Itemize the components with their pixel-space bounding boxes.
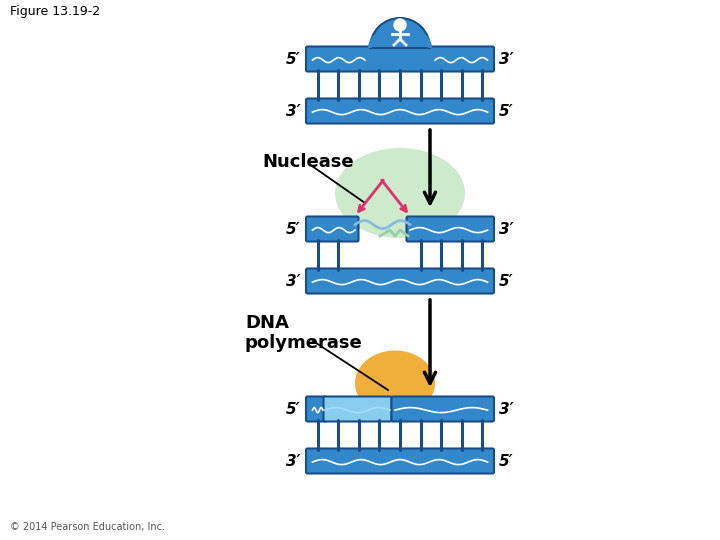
FancyBboxPatch shape	[306, 46, 494, 71]
Text: 5′: 5′	[286, 221, 301, 237]
Circle shape	[394, 19, 406, 31]
FancyBboxPatch shape	[323, 396, 392, 422]
Text: 5′: 5′	[499, 454, 514, 469]
Text: 3′: 3′	[286, 454, 301, 469]
FancyBboxPatch shape	[306, 268, 494, 294]
Text: 3′: 3′	[286, 273, 301, 288]
Text: 3′: 3′	[499, 221, 514, 237]
FancyBboxPatch shape	[306, 396, 326, 422]
Text: 3′: 3′	[499, 51, 514, 66]
FancyBboxPatch shape	[306, 449, 494, 474]
Ellipse shape	[355, 350, 435, 415]
Text: 3′: 3′	[286, 104, 301, 118]
Text: 5′: 5′	[499, 273, 514, 288]
Text: © 2014 Pearson Education, Inc.: © 2014 Pearson Education, Inc.	[10, 522, 165, 532]
Text: 5′: 5′	[286, 402, 301, 416]
FancyBboxPatch shape	[306, 217, 359, 241]
FancyBboxPatch shape	[306, 98, 494, 124]
Text: 3′: 3′	[499, 402, 514, 416]
FancyBboxPatch shape	[392, 396, 494, 422]
Text: 5′: 5′	[499, 104, 514, 118]
FancyBboxPatch shape	[407, 217, 494, 241]
Text: DNA
polymerase: DNA polymerase	[245, 314, 363, 353]
Text: Figure 13.19-2: Figure 13.19-2	[10, 5, 100, 18]
Ellipse shape	[335, 148, 465, 238]
Text: Nuclease: Nuclease	[262, 153, 354, 171]
Wedge shape	[370, 18, 430, 48]
Text: 5′: 5′	[286, 51, 301, 66]
